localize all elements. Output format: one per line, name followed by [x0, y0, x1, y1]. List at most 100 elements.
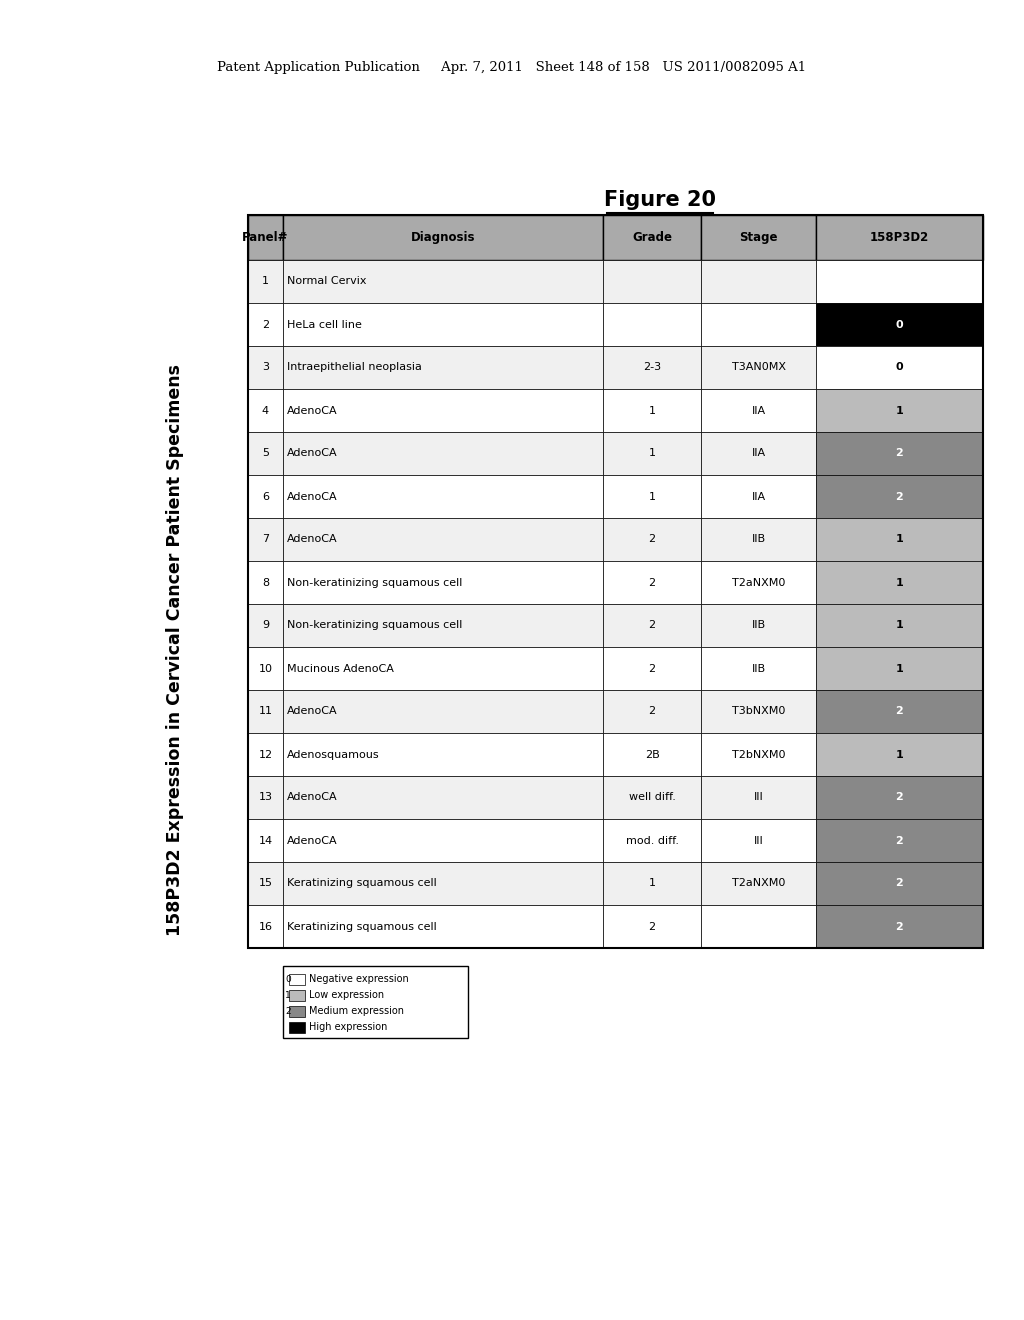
Text: 2: 2 — [896, 879, 903, 888]
Text: 0: 0 — [285, 975, 291, 983]
Text: IIB: IIB — [752, 620, 766, 631]
Bar — [248, 215, 283, 260]
Bar — [816, 733, 983, 776]
Text: AdenoCA: AdenoCA — [287, 449, 338, 458]
Bar — [603, 776, 701, 818]
Bar — [816, 346, 983, 389]
Bar — [283, 215, 603, 260]
Text: Normal Cervix: Normal Cervix — [287, 276, 367, 286]
Bar — [248, 517, 283, 561]
Text: 12: 12 — [258, 750, 272, 759]
Bar — [816, 776, 983, 818]
Bar — [283, 647, 603, 690]
Bar — [816, 475, 983, 517]
Bar — [701, 346, 816, 389]
Bar — [283, 862, 603, 906]
Text: 5: 5 — [262, 449, 269, 458]
Bar — [283, 733, 603, 776]
Text: 2-3: 2-3 — [643, 363, 662, 372]
Bar — [816, 605, 983, 647]
Text: 158P3D2: 158P3D2 — [869, 231, 929, 244]
Bar — [603, 818, 701, 862]
Bar — [603, 862, 701, 906]
Bar — [289, 1022, 305, 1034]
Bar — [283, 776, 603, 818]
Text: IIB: IIB — [752, 535, 766, 544]
Text: 1: 1 — [262, 276, 269, 286]
Text: 2: 2 — [896, 491, 903, 502]
Bar — [603, 690, 701, 733]
Text: Negative expression: Negative expression — [309, 974, 409, 985]
Bar — [283, 906, 603, 948]
Text: 1: 1 — [648, 449, 655, 458]
Text: Medium expression: Medium expression — [309, 1006, 404, 1016]
Text: 1: 1 — [896, 620, 903, 631]
Text: 16: 16 — [258, 921, 272, 932]
Bar — [701, 517, 816, 561]
Text: IIB: IIB — [752, 664, 766, 673]
Bar — [283, 346, 603, 389]
Text: 1: 1 — [896, 405, 903, 416]
Text: 1: 1 — [648, 491, 655, 502]
Text: High expression: High expression — [309, 1023, 387, 1032]
Bar — [816, 215, 983, 260]
Text: 2: 2 — [896, 836, 903, 846]
Bar — [701, 605, 816, 647]
Text: 13: 13 — [258, 792, 272, 803]
Bar — [603, 215, 701, 260]
Text: AdenoCA: AdenoCA — [287, 405, 338, 416]
Bar — [248, 215, 983, 948]
Bar — [816, 389, 983, 432]
Bar — [816, 517, 983, 561]
Text: 2: 2 — [896, 449, 903, 458]
Bar — [603, 906, 701, 948]
Bar — [289, 1006, 305, 1016]
Bar — [283, 475, 603, 517]
Bar — [816, 561, 983, 605]
Bar — [816, 862, 983, 906]
Text: 2: 2 — [648, 706, 655, 717]
Text: Adenosquamous: Adenosquamous — [287, 750, 380, 759]
Text: 0: 0 — [896, 319, 903, 330]
Text: Non-keratinizing squamous cell: Non-keratinizing squamous cell — [287, 620, 463, 631]
Text: Intraepithelial neoplasia: Intraepithelial neoplasia — [287, 363, 422, 372]
Text: 3: 3 — [262, 363, 269, 372]
Bar — [701, 690, 816, 733]
Bar — [248, 690, 283, 733]
Bar — [701, 389, 816, 432]
Text: mod. diff.: mod. diff. — [626, 836, 679, 846]
Text: 1: 1 — [896, 750, 903, 759]
Text: Grade: Grade — [632, 231, 672, 244]
Text: IIA: IIA — [752, 449, 766, 458]
Text: 15: 15 — [258, 879, 272, 888]
Bar — [816, 690, 983, 733]
Bar — [603, 260, 701, 304]
Bar — [701, 304, 816, 346]
Text: IIA: IIA — [752, 405, 766, 416]
Bar — [283, 432, 603, 475]
Bar — [701, 215, 816, 260]
Text: 1: 1 — [648, 405, 655, 416]
Bar — [283, 690, 603, 733]
Text: Stage: Stage — [739, 231, 778, 244]
Text: 10: 10 — [258, 664, 272, 673]
Text: Panel#: Panel# — [243, 231, 289, 244]
Text: AdenoCA: AdenoCA — [287, 535, 338, 544]
Text: T3AN0MX: T3AN0MX — [731, 363, 785, 372]
Text: 14: 14 — [258, 836, 272, 846]
Bar — [603, 475, 701, 517]
Text: 2: 2 — [648, 664, 655, 673]
Bar — [248, 776, 283, 818]
Text: 2: 2 — [648, 620, 655, 631]
Text: 8: 8 — [262, 578, 269, 587]
Bar — [816, 432, 983, 475]
Bar — [248, 733, 283, 776]
Bar — [603, 561, 701, 605]
Text: Keratinizing squamous cell: Keratinizing squamous cell — [287, 879, 437, 888]
Bar — [701, 561, 816, 605]
Bar — [283, 260, 603, 304]
Text: 1: 1 — [896, 578, 903, 587]
Text: 7: 7 — [262, 535, 269, 544]
Bar — [248, 862, 283, 906]
Text: HeLa cell line: HeLa cell line — [287, 319, 361, 330]
